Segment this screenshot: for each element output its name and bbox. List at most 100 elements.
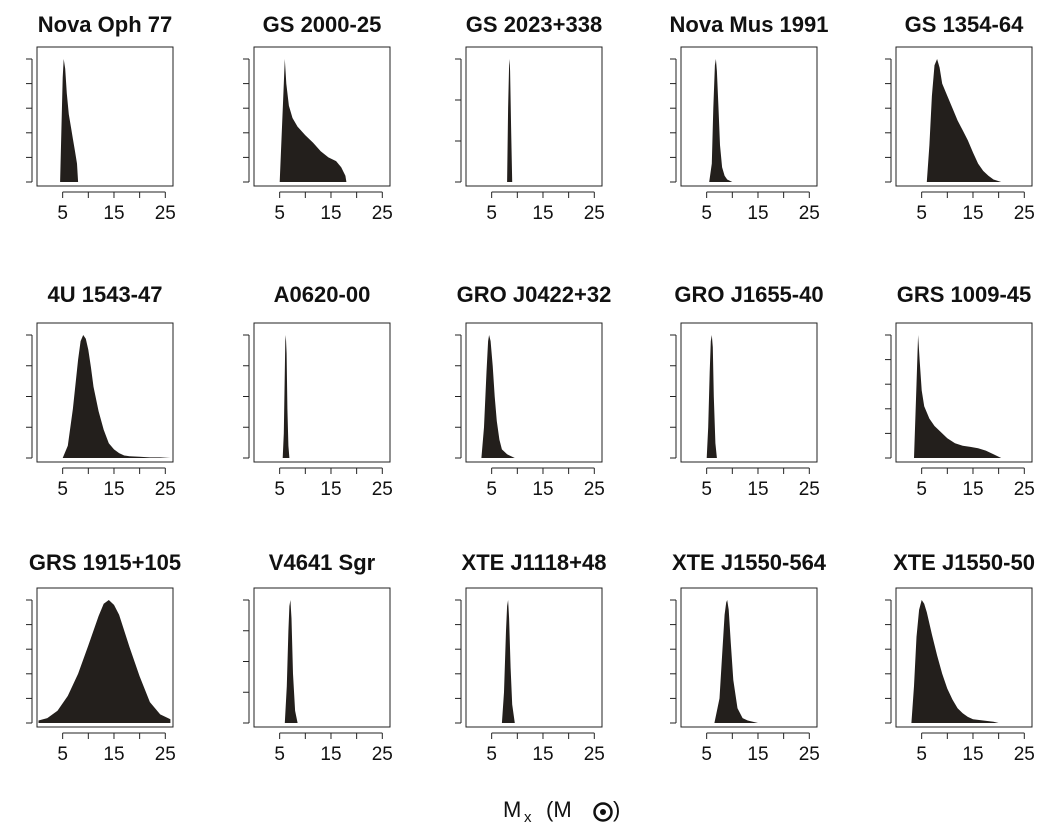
panel-gs-1354-64: GS 1354-64 5 15 25 [885, 12, 1035, 224]
x-tick-label: 15 [103, 744, 124, 765]
panel-title: XTE J1550-564 [672, 550, 827, 575]
panel-gs-2000-25: GS 2000-25 5 15 25 [243, 12, 393, 224]
x-tick-label: 15 [962, 744, 983, 765]
x-tick-label: 5 [916, 203, 927, 224]
x-tick-label: 5 [57, 744, 68, 765]
panel-gro-j0422-32: GRO J0422+32 5 15 25 [455, 282, 611, 500]
x-tick-label: 15 [962, 479, 983, 500]
x-tick-label: 25 [584, 744, 605, 765]
x-tick-label: 15 [962, 203, 983, 224]
panel-title: GS 1354-64 [905, 12, 1024, 37]
x-tick-label: 15 [747, 744, 768, 765]
panel-title: 4U 1543-47 [48, 282, 163, 307]
x-tick-label: 15 [103, 203, 124, 224]
x-tick-label: 15 [747, 203, 768, 224]
x-tick-label: 25 [799, 203, 820, 224]
panel-xte-j1550-564: XTE J1550-564 5 15 25 [670, 550, 827, 765]
panel-frame [680, 46, 818, 187]
panel-title: XTE J1118+48 [462, 550, 607, 575]
histogram-area [279, 59, 347, 182]
panel-frame [680, 587, 818, 728]
panel-frame [895, 46, 1033, 187]
x-tick-label: 25 [1014, 203, 1035, 224]
histogram-area [926, 59, 1002, 182]
x-tick-label: 5 [486, 479, 497, 500]
panel-frame [36, 322, 174, 463]
x-tick-label: 15 [532, 203, 553, 224]
solar-mass-icon [593, 802, 613, 822]
panel-frame [895, 587, 1033, 728]
histogram-area [914, 335, 1002, 458]
panel-title: GRO J0422+32 [457, 282, 612, 307]
x-tick-label: 5 [274, 203, 285, 224]
x-tick-label: 5 [486, 203, 497, 224]
histogram-area [501, 600, 515, 723]
panel-frame [253, 46, 391, 187]
x-tick-label: 25 [1014, 744, 1035, 765]
x-axis-label-unit: (M [546, 797, 572, 822]
x-tick-label: 15 [320, 203, 341, 224]
x-tick-label: 5 [701, 479, 712, 500]
x-axis-label-close: ) [613, 797, 620, 822]
x-tick-label: 5 [916, 479, 927, 500]
x-tick-label: 25 [372, 479, 393, 500]
panel-nova-mus-1991: Nova Mus 1991 5 15 25 [670, 12, 829, 224]
panel-frame [465, 322, 603, 463]
x-tick-label: 15 [747, 479, 768, 500]
panel-title: XTE J1550-50 [893, 550, 1035, 575]
histogram-area [60, 59, 79, 182]
x-tick-label: 5 [274, 744, 285, 765]
panel-title: GS 2023+338 [466, 12, 602, 37]
x-tick-label: 5 [916, 744, 927, 765]
panel-title: A0620-00 [274, 282, 371, 307]
x-tick-label: 25 [155, 203, 176, 224]
x-tick-label: 25 [799, 479, 820, 500]
x-tick-label: 25 [584, 479, 605, 500]
histogram-area [481, 335, 515, 458]
histogram-area [507, 59, 513, 182]
panel-xte-j1550-50: XTE J1550-50 5 15 25 [885, 550, 1035, 765]
x-axis-label-subscript: x [524, 809, 532, 826]
x-tick-label: 25 [1014, 479, 1035, 500]
histogram-area [709, 59, 733, 182]
x-tick-label: 5 [57, 203, 68, 224]
histogram-area [62, 335, 171, 458]
x-axis-label-symbol: M [503, 797, 521, 822]
panel-frame [680, 322, 818, 463]
panel-frame [36, 46, 174, 187]
panel-title: GS 2000-25 [263, 12, 382, 37]
panel-frame [253, 587, 391, 728]
x-tick-label: 5 [701, 203, 712, 224]
x-tick-label: 15 [532, 479, 553, 500]
panel-gs-2023-338: GS 2023+338 5 15 25 [455, 12, 605, 224]
x-tick-label: 15 [320, 744, 341, 765]
panel-frame [465, 46, 603, 187]
x-tick-label: 25 [584, 203, 605, 224]
panel-frame [36, 587, 174, 728]
panel-4u-1543-47: 4U 1543-47 5 15 25 [26, 282, 176, 500]
histogram-area [282, 335, 290, 458]
x-tick-label: 5 [701, 744, 712, 765]
panel-xte-j1118-48: XTE J1118+48 5 15 25 [455, 550, 606, 765]
histogram-area [38, 600, 171, 723]
x-tick-label: 25 [372, 744, 393, 765]
panel-grs-1009-45: GRS 1009-45 5 15 25 [885, 282, 1035, 500]
x-tick-label: 5 [57, 479, 68, 500]
panel-title: GRO J1655-40 [674, 282, 823, 307]
panel-title: GRS 1009-45 [897, 282, 1032, 307]
panel-a0620-00: A0620-00 5 15 25 [243, 282, 393, 500]
panel-title: Nova Mus 1991 [670, 12, 829, 37]
panel-frame [895, 322, 1033, 463]
x-tick-label: 25 [155, 744, 176, 765]
histogram-area [284, 600, 298, 723]
panel-frame [465, 587, 603, 728]
histogram-area [911, 600, 999, 723]
panel-title: V4641 Sgr [269, 550, 376, 575]
x-tick-label: 15 [103, 479, 124, 500]
x-tick-label: 15 [532, 744, 553, 765]
panel-gro-j1655-40: GRO J1655-40 5 15 25 [670, 282, 824, 500]
panel-v4641-sgr: V4641 Sgr 5 15 25 [243, 550, 393, 765]
panel-grs-1915-105: GRS 1915+105 5 15 25 [26, 550, 181, 765]
panel-title: GRS 1915+105 [29, 550, 181, 575]
